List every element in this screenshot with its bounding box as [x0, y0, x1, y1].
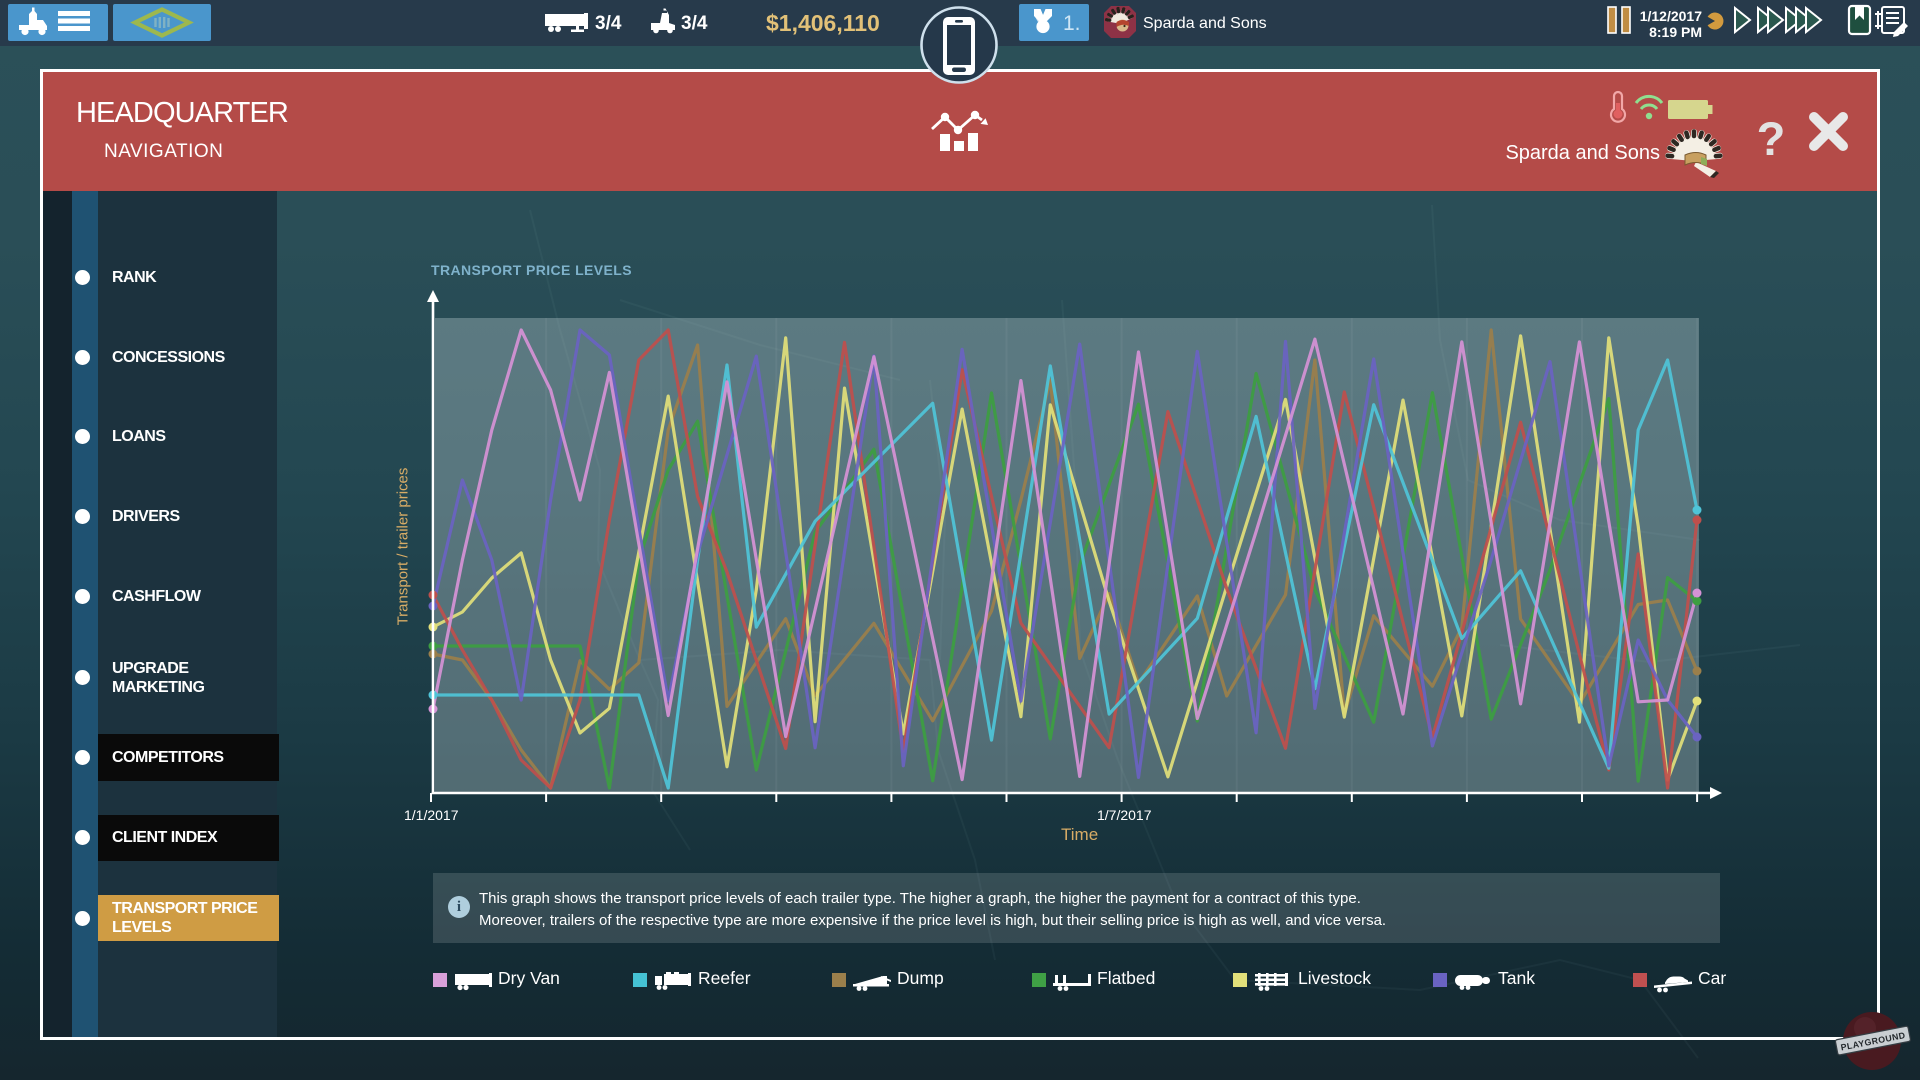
svg-text:1/12/2017: 1/12/2017 — [1640, 8, 1702, 24]
svg-text:?: ? — [1757, 112, 1786, 165]
svg-text:3/4: 3/4 — [595, 13, 622, 34]
svg-text:1.: 1. — [1063, 12, 1081, 35]
svg-text:8:19 PM: 8:19 PM — [1649, 24, 1702, 40]
svg-text:Sparda and Sons: Sparda and Sons — [1505, 142, 1660, 164]
svg-text:3/4: 3/4 — [681, 13, 708, 34]
svg-text:Sparda and Sons: Sparda and Sons — [1143, 15, 1267, 32]
